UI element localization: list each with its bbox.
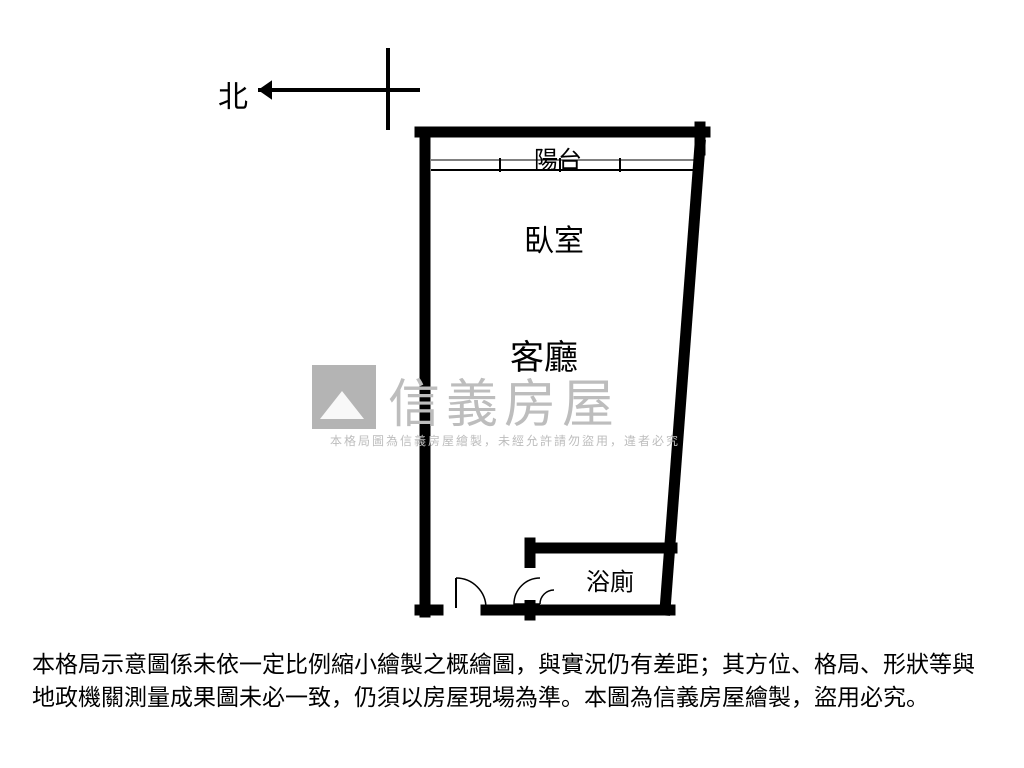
bathroom-fixture-icon	[540, 590, 554, 604]
compass-north-label: 北	[218, 72, 248, 116]
compass-arrow-head	[258, 80, 272, 100]
room-label-bathroom: 浴廁	[586, 562, 634, 597]
room-label-balcony: 陽台	[534, 140, 582, 175]
disclaimer-text: 本格局示意圖係未依一定比例縮小繪製之概繪圖，與實況仍有差距；其方位、格局、形狀等…	[32, 648, 992, 715]
room-label-bedroom: 臥室	[524, 216, 584, 260]
watermark-subtext: 本格局圖為信義房屋繪製，未經允許請勿盜用，違者必究	[330, 432, 680, 449]
entry-door-arc	[456, 578, 486, 608]
wall-right-slant	[665, 145, 700, 610]
watermark-brand-text: 信義房屋	[388, 362, 620, 437]
watermark-logo	[312, 365, 376, 429]
